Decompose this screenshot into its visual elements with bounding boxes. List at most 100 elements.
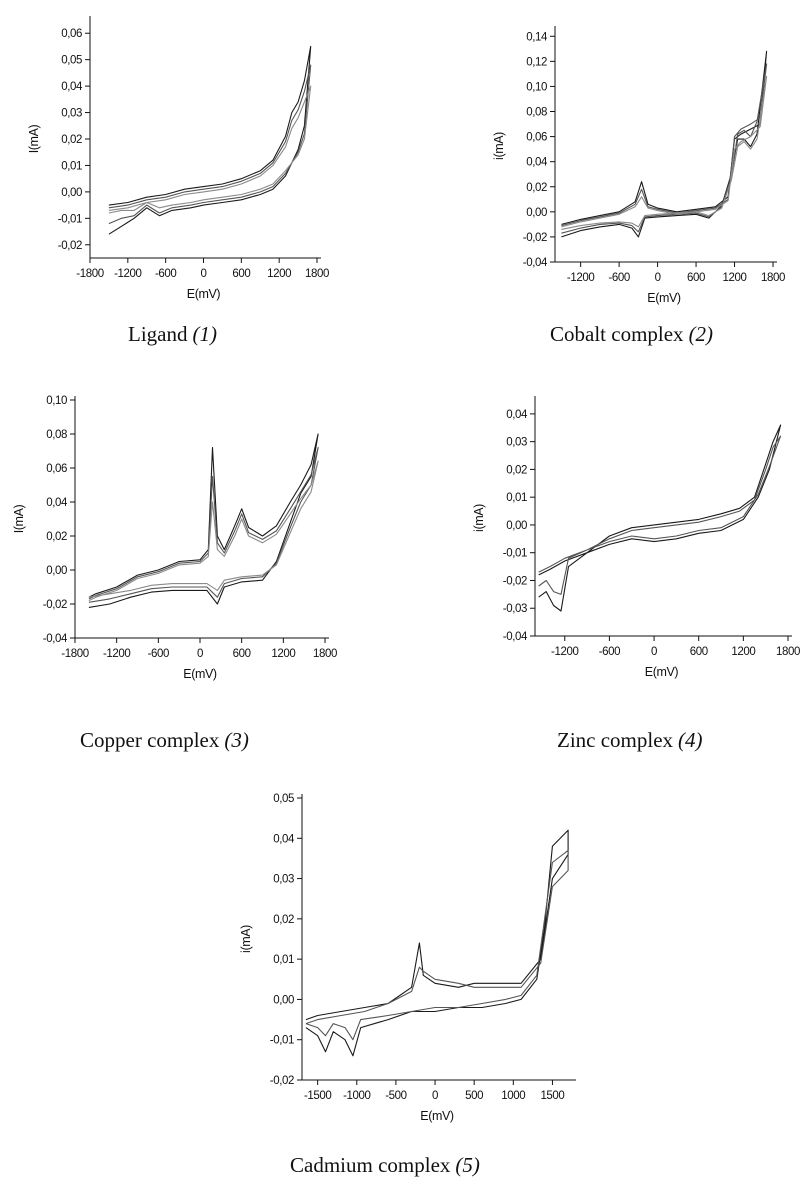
y-tick-label: 0,02 [506, 464, 527, 476]
y-tick-label: 0,02 [273, 914, 294, 926]
x-tick-label: -1200 [114, 268, 141, 280]
x-tick-label: 0 [197, 648, 203, 660]
y-tick-label: 0,02 [61, 134, 82, 146]
y-tick-label: 0,12 [526, 56, 547, 68]
caption-number: (4) [678, 728, 703, 752]
x-tick-label: 1800 [761, 272, 785, 284]
series-line-1 [538, 424, 782, 612]
y-tick-label: 0,10 [526, 81, 547, 93]
y-tick-label: -0,03 [503, 603, 527, 615]
x-tick-label: 1000 [501, 1090, 525, 1102]
y-tick-label: -0,04 [503, 631, 528, 643]
y-tick-label: 0,04 [273, 833, 295, 845]
y-tick-label: 0,03 [61, 108, 82, 120]
y-axis-title: i(mA) [492, 132, 506, 160]
caption-number: (5) [455, 1153, 480, 1177]
y-axis-title: i(mA) [239, 925, 253, 953]
y-tick-label: 0,06 [61, 28, 82, 40]
y-tick-label: 0,02 [526, 182, 547, 194]
y-tick-label: -0,02 [58, 240, 82, 252]
series-line-2 [305, 849, 569, 1041]
y-axis-title: i(mA) [472, 504, 486, 532]
series-line-2 [561, 63, 768, 234]
x-tick-label: 1200 [271, 648, 295, 660]
series-line-3 [561, 75, 768, 230]
x-tick-label: 600 [233, 648, 251, 660]
y-tick-label: 0,02 [46, 531, 67, 543]
x-tick-label: 600 [690, 646, 708, 658]
series-line-3 [108, 85, 312, 214]
caption-name: Zinc complex [557, 728, 674, 752]
y-tick-label: 0,08 [46, 429, 67, 441]
y-axis-title: I(mA) [12, 504, 26, 533]
x-tick-label: -600 [608, 272, 629, 284]
y-tick-label: 0,00 [526, 207, 547, 219]
x-tick-label: -1200 [567, 272, 594, 284]
x-axis-title: E(mV) [420, 1109, 454, 1123]
x-tick-label: -600 [155, 268, 176, 280]
x-tick-label: 1200 [731, 646, 755, 658]
y-tick-label: 0,01 [273, 954, 294, 966]
series-line-2 [108, 64, 312, 225]
x-tick-label: -1800 [61, 648, 88, 660]
chart-ligand: -1800 -1200 -600 0 600 1200 1800 -0,02 -0,01 0,00… [27, 16, 329, 301]
chart-zinc: -1200 -600 0 600 1200 1800 -0,04 -0,03 -0,02 -0,0… [472, 396, 800, 679]
y-tick-label: -0,02 [270, 1075, 294, 1087]
caption-name: Cadmium complex [290, 1153, 451, 1177]
x-axis-title: E(mV) [647, 291, 681, 305]
y-tick-label: -0,02 [503, 575, 527, 587]
x-tick-label: 600 [232, 268, 250, 280]
x-tick-label: 500 [465, 1090, 483, 1102]
y-tick-label: 0,06 [46, 463, 67, 475]
y-tick-label: 0,14 [526, 31, 548, 43]
x-tick-label: -1200 [551, 646, 578, 658]
chart-copper: -1800 -1200 -600 0 600 1200 1800 -0,04 -0,02 0,00… [12, 395, 337, 681]
y-tick-label: 0,04 [61, 81, 83, 93]
y-tick-label: 0,03 [506, 437, 527, 449]
y-tick-label: 0,04 [506, 409, 528, 421]
y-axis-title: I(mA) [27, 124, 41, 153]
x-tick-label: -500 [385, 1090, 406, 1102]
y-tick-label: 0,04 [46, 497, 68, 509]
y-tick-label: -0,02 [523, 232, 547, 244]
series-line-2 [538, 435, 782, 595]
chart-panel-cobalt: -1200 -600 0 600 1200 1800 -0,04 -0,02 0,00 0,02 0… [405, 0, 811, 360]
caption-name: Cobalt complex [550, 322, 684, 346]
y-tick-label: 0,00 [46, 565, 67, 577]
x-tick-label: 0 [655, 272, 661, 284]
chart-cadmium: -1500 -1000 -500 0 500 1000 1500 -0,02 -0,01 0,00… [239, 793, 576, 1123]
caption-name: Ligand [128, 322, 188, 346]
x-tick-label: 1500 [540, 1090, 564, 1102]
y-tick-label: -0,02 [43, 599, 67, 611]
x-tick-label: 0 [651, 646, 657, 658]
x-tick-label: 1200 [723, 272, 747, 284]
y-tick-label: -0,01 [503, 548, 527, 560]
series-line-1 [108, 45, 312, 235]
x-tick-label: 1200 [267, 268, 291, 280]
x-axis-title: E(mV) [645, 665, 679, 679]
x-tick-label: -600 [599, 646, 620, 658]
caption-cobalt: Cobalt complex (2) [550, 322, 713, 347]
x-tick-label: -1800 [76, 268, 103, 280]
caption-name: Copper complex [80, 728, 220, 752]
caption-copper: Copper complex (3) [80, 728, 249, 753]
x-tick-label: 1800 [305, 268, 329, 280]
chart-panel-copper: -1800 -1200 -600 0 600 1200 1800 -0,04 -0,02 0,00… [0, 380, 405, 760]
y-tick-label: -0,01 [270, 1035, 294, 1047]
chart-panel-zinc: -1200 -600 0 600 1200 1800 -0,04 -0,03 -0,02 -0,0… [405, 380, 811, 760]
caption-number: (1) [192, 322, 217, 346]
y-tick-label: 0,03 [273, 874, 294, 886]
x-tick-label: -600 [148, 648, 169, 660]
chart-cobalt: -1200 -600 0 600 1200 1800 -0,04 -0,02 0,00 0,02 0… [492, 26, 785, 305]
y-tick-label: 0,10 [46, 395, 67, 407]
x-tick-label: 1800 [313, 648, 337, 660]
y-tick-label: 0,00 [61, 187, 82, 199]
y-tick-label: 0,05 [61, 55, 82, 67]
y-tick-label: -0,01 [58, 213, 82, 225]
caption-zinc: Zinc complex (4) [557, 728, 703, 753]
chart-panel-ligand: -1800 -1200 -600 0 600 1200 1800 -0,02 -0,01 0,00… [0, 0, 405, 360]
y-tick-label: 0,01 [506, 492, 527, 504]
caption-number: (3) [224, 728, 249, 752]
y-tick-label: 0,08 [526, 107, 547, 119]
series-line-3 [88, 460, 319, 602]
